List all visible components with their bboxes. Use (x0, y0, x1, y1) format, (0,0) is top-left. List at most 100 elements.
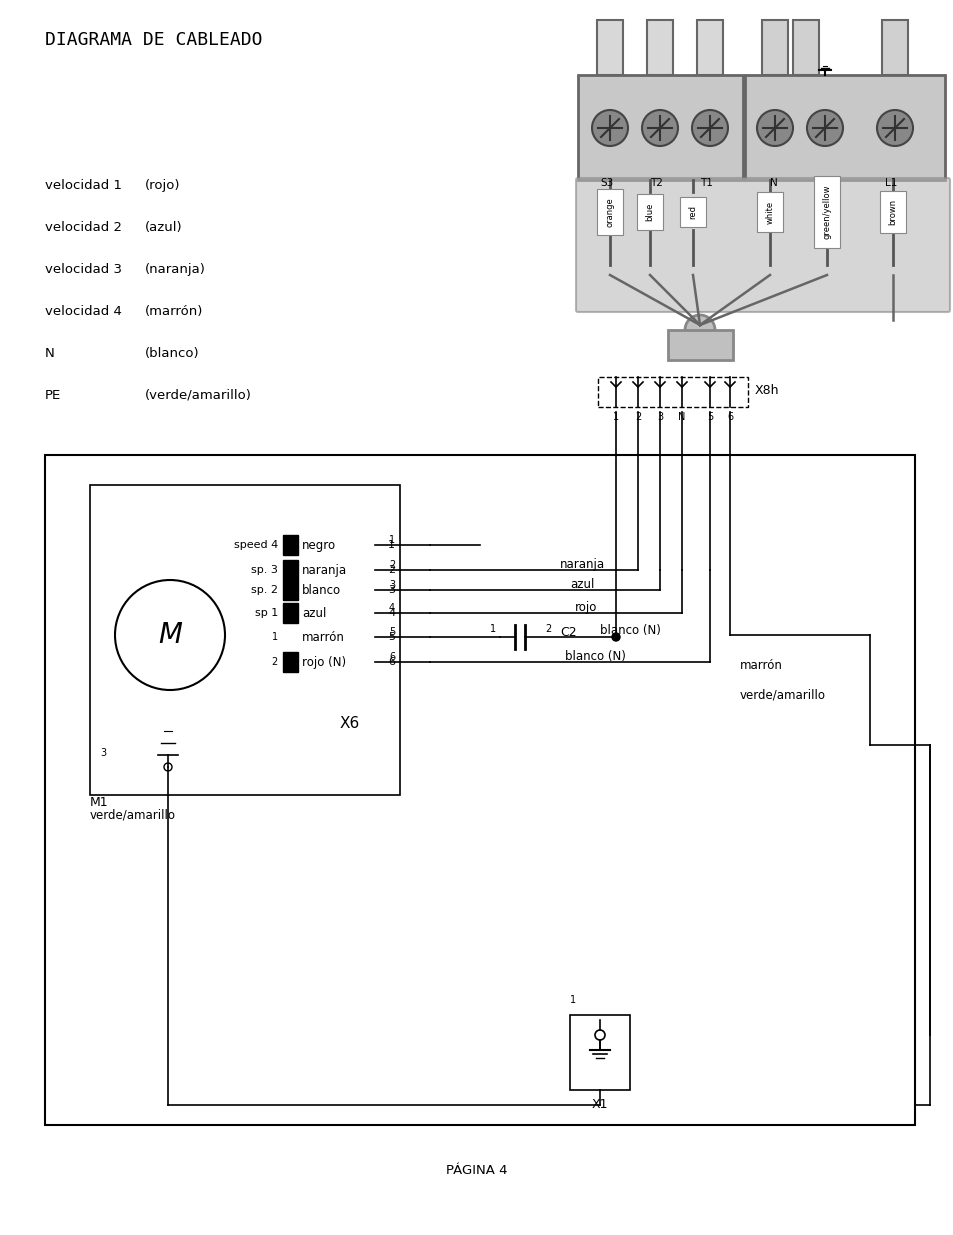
Circle shape (115, 580, 225, 690)
Text: 5: 5 (389, 627, 395, 637)
Bar (697, 20, 722, 75)
Text: negro: negro (302, 538, 335, 552)
Bar (761, 20, 787, 75)
Text: marrón: marrón (740, 658, 782, 672)
Bar (646, 20, 672, 75)
Text: velocidad 2: velocidad 2 (45, 221, 122, 233)
Text: T1: T1 (700, 178, 712, 188)
Text: 3: 3 (657, 412, 662, 422)
Text: 3: 3 (389, 580, 395, 590)
Text: (azul): (azul) (145, 221, 182, 233)
Text: 6: 6 (388, 657, 395, 667)
Bar (667, 330, 732, 359)
Text: 4: 4 (389, 603, 395, 613)
Text: 6: 6 (389, 652, 395, 662)
Circle shape (592, 110, 627, 146)
Circle shape (612, 634, 619, 641)
Text: DIAGRAMA DE CABLEADO: DIAGRAMA DE CABLEADO (45, 31, 262, 49)
Circle shape (876, 110, 912, 146)
Text: green/yellow: green/yellow (821, 185, 831, 240)
Circle shape (164, 763, 172, 771)
Text: blanco (N): blanco (N) (599, 624, 660, 636)
Text: sp 1: sp 1 (254, 608, 277, 618)
Circle shape (641, 110, 678, 146)
Text: 3: 3 (388, 585, 395, 595)
Text: 2: 2 (634, 412, 640, 422)
Text: X1: X1 (591, 1098, 608, 1112)
Text: 1: 1 (389, 535, 395, 545)
Text: naranja: naranja (302, 563, 347, 577)
Text: 4: 4 (388, 608, 395, 618)
Bar (283, 580, 297, 600)
Text: speed 4: speed 4 (233, 540, 277, 550)
Text: PÁGINA 4: PÁGINA 4 (446, 1163, 507, 1177)
Text: N: N (45, 347, 54, 359)
Text: X6: X6 (339, 715, 360, 730)
Text: azul: azul (302, 606, 326, 620)
Text: verde/amarillo: verde/amarillo (90, 809, 175, 821)
Text: 2: 2 (389, 559, 395, 571)
Circle shape (806, 110, 842, 146)
Text: brown: brown (887, 199, 897, 225)
Text: 1: 1 (569, 995, 576, 1005)
Circle shape (691, 110, 727, 146)
Text: PE: PE (45, 389, 61, 401)
Circle shape (595, 1030, 604, 1040)
Text: 5: 5 (706, 412, 713, 422)
Bar (792, 20, 818, 75)
Text: velocidad 1: velocidad 1 (45, 179, 122, 191)
Text: T2: T2 (649, 178, 662, 188)
Text: velocidad 3: velocidad 3 (45, 263, 122, 275)
Text: 3: 3 (100, 748, 106, 758)
Text: L1: L1 (884, 178, 897, 188)
Text: 1: 1 (612, 412, 618, 422)
Text: 1: 1 (490, 624, 496, 634)
Text: M1: M1 (90, 797, 109, 809)
Text: orange: orange (605, 198, 614, 227)
Text: 5: 5 (388, 632, 395, 642)
Bar (598, 377, 747, 408)
Bar (569, 1015, 629, 1091)
Text: N: N (769, 178, 777, 188)
Circle shape (684, 315, 714, 345)
Text: (verde/amarillo): (verde/amarillo) (145, 389, 252, 401)
Text: (blanco): (blanco) (145, 347, 199, 359)
Text: 2: 2 (388, 564, 395, 576)
Text: M: M (158, 621, 182, 650)
Bar (45, 454, 914, 1125)
Bar (597, 20, 622, 75)
Text: (marrón): (marrón) (145, 305, 203, 317)
Text: blanco: blanco (302, 583, 341, 597)
Text: blue: blue (645, 203, 654, 221)
Text: red: red (688, 205, 697, 219)
Text: velocidad 4: velocidad 4 (45, 305, 122, 317)
Text: rojo: rojo (575, 600, 597, 614)
Text: 6: 6 (726, 412, 732, 422)
Text: 1: 1 (272, 632, 277, 642)
Text: 1: 1 (388, 540, 395, 550)
Text: (naranja): (naranja) (145, 263, 206, 275)
Text: S3: S3 (599, 178, 613, 188)
Bar (744, 75, 944, 180)
Text: N: N (678, 412, 685, 422)
Text: (rojo): (rojo) (145, 179, 180, 191)
Text: rojo (N): rojo (N) (302, 656, 346, 668)
Text: C2: C2 (559, 625, 576, 638)
Text: marrón: marrón (302, 631, 345, 643)
Bar (283, 535, 297, 555)
Text: 2: 2 (272, 657, 277, 667)
Bar (578, 75, 742, 180)
Text: X8h: X8h (754, 384, 779, 396)
Text: white: white (764, 200, 774, 224)
Bar (283, 603, 297, 622)
FancyBboxPatch shape (576, 178, 949, 312)
Bar (283, 559, 297, 580)
Text: blanco (N): blanco (N) (564, 650, 625, 662)
Circle shape (757, 110, 792, 146)
Text: sp. 2: sp. 2 (251, 585, 277, 595)
Text: sp. 3: sp. 3 (251, 564, 277, 576)
Bar (283, 652, 297, 672)
Bar (882, 20, 907, 75)
Text: 2: 2 (544, 624, 551, 634)
Bar (90, 485, 399, 795)
